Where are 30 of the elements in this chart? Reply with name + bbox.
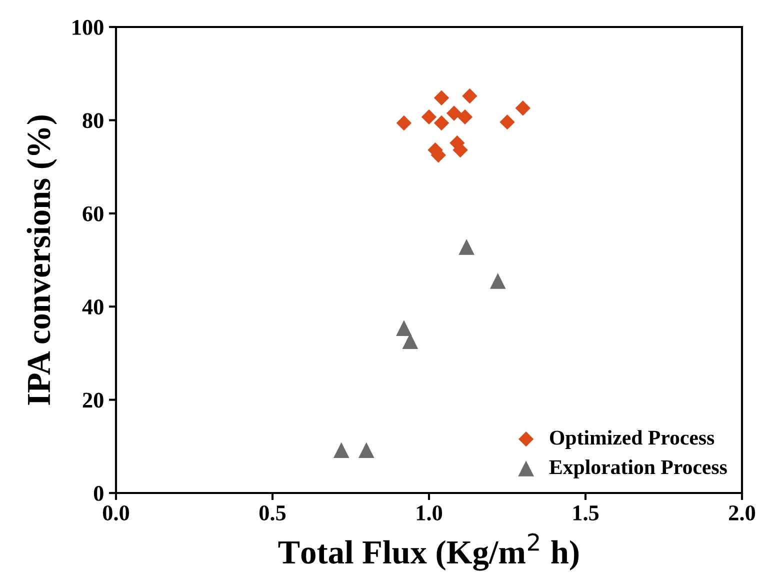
point bbox=[490, 273, 506, 289]
point bbox=[446, 106, 462, 121]
point bbox=[358, 442, 374, 458]
y-tick-label: 80 bbox=[82, 113, 104, 128]
point bbox=[434, 115, 450, 131]
point bbox=[402, 333, 418, 349]
point bbox=[421, 109, 437, 125]
y-tick-label: 40 bbox=[82, 300, 104, 315]
y-tick-label: 60 bbox=[82, 206, 104, 222]
x-tick-label: 1.0 bbox=[416, 505, 442, 521]
x-axis-title: Total Flux (Kg/m$^{2}$ h) bbox=[278, 533, 579, 571]
x-tick-label: 2.0 bbox=[729, 505, 756, 521]
x-tick-label: 0.0 bbox=[102, 505, 130, 521]
point bbox=[457, 109, 473, 125]
point bbox=[462, 88, 478, 104]
y-tick-label: 100 bbox=[72, 20, 104, 35]
legend-label: Optimized Process bbox=[550, 430, 714, 449]
x-tick-label: 1.5 bbox=[573, 506, 599, 521]
x-tick-label: 0.5 bbox=[259, 505, 286, 521]
point bbox=[500, 114, 515, 130]
y-tick-label: 20 bbox=[82, 392, 104, 408]
legend-label: Exploration Process bbox=[549, 460, 727, 478]
point bbox=[333, 442, 350, 458]
point bbox=[396, 115, 412, 131]
y-axis-title: IPA conversions (%) bbox=[26, 115, 57, 405]
y-tick-label: 0 bbox=[94, 486, 104, 501]
point bbox=[515, 100, 531, 116]
point bbox=[458, 239, 474, 255]
point bbox=[396, 320, 412, 336]
point bbox=[434, 90, 450, 106]
